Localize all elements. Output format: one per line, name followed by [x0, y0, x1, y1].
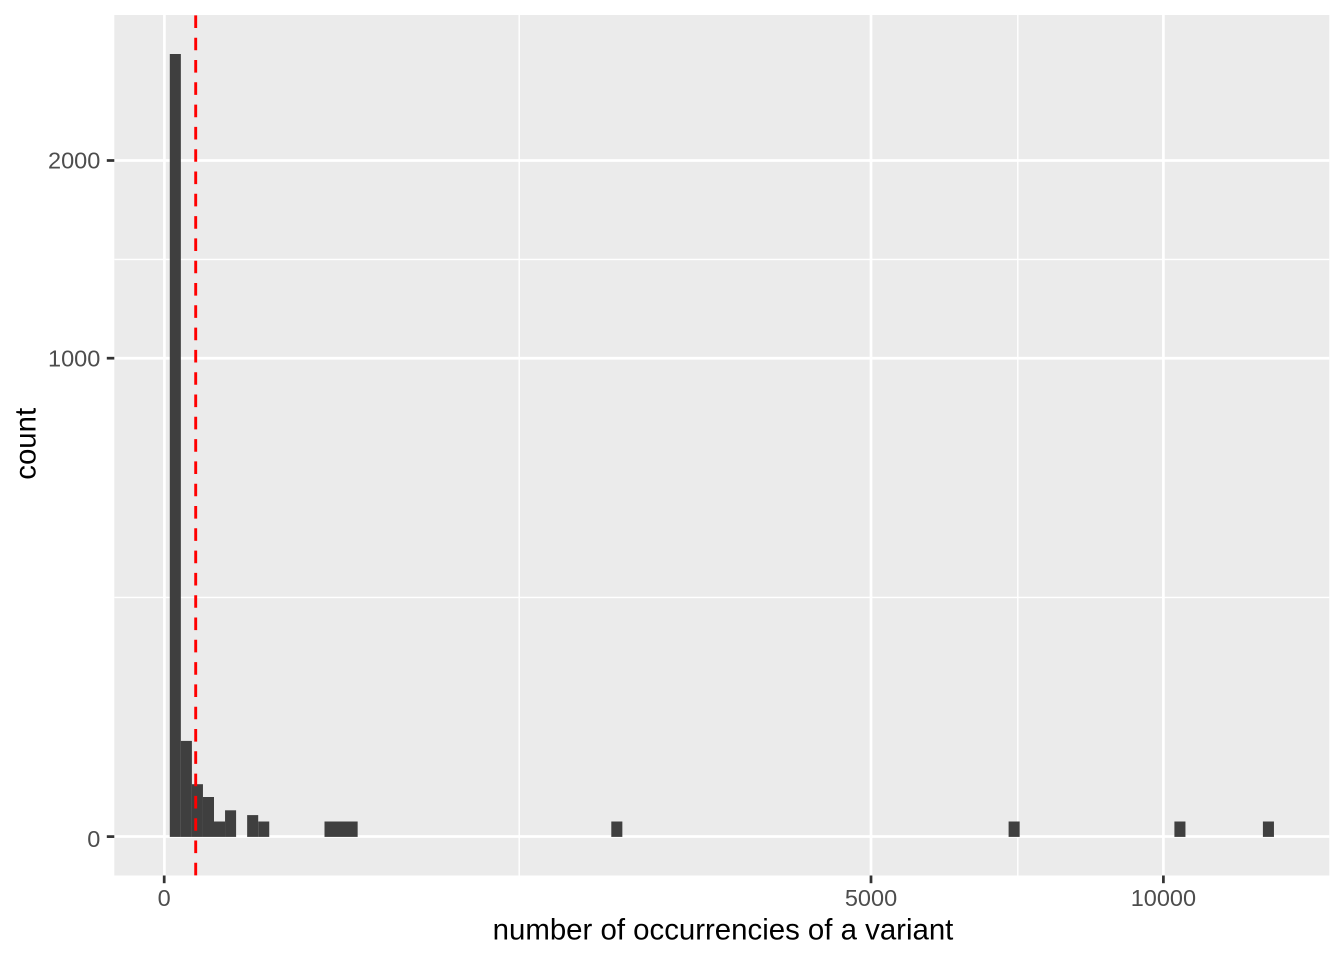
svg-text:1000: 1000 [48, 346, 100, 372]
svg-text:0: 0 [158, 885, 171, 911]
svg-text:2000: 2000 [48, 148, 100, 174]
svg-text:10000: 10000 [1131, 885, 1196, 911]
svg-text:number of occurrencies of a va: number of occurrencies of a variant [493, 914, 954, 947]
svg-text:count: count [10, 408, 43, 480]
svg-text:5000: 5000 [845, 885, 897, 911]
svg-text:0: 0 [87, 826, 100, 852]
